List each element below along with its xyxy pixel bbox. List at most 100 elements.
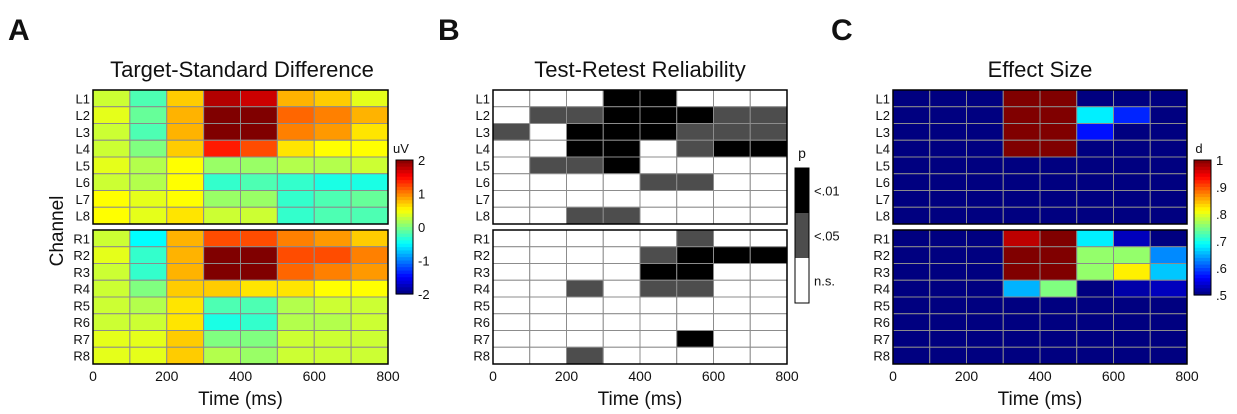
colorbar-segment (396, 290, 413, 295)
heatmap-cell (166, 346, 205, 365)
heatmap-frame (492, 89, 788, 225)
colorbar-segment (396, 270, 413, 275)
row-label: L5 (876, 158, 890, 173)
heatmap-cell (892, 330, 931, 348)
heatmap-cell (713, 346, 751, 365)
heatmap-cell (892, 139, 931, 158)
heatmap-cell (529, 206, 567, 225)
heatmap-cell (929, 173, 967, 191)
colorbar-segment (1194, 220, 1211, 225)
heatmap-cell (166, 279, 205, 298)
heatmap-cell (566, 346, 604, 365)
heatmap-cell (166, 123, 205, 141)
heatmap-cell (166, 313, 205, 331)
colorbar-segment (396, 273, 413, 278)
heatmap-cell (129, 263, 168, 281)
heatmap-cell (966, 330, 1004, 348)
heatmap-cell (1002, 173, 1041, 191)
row-label: L2 (876, 108, 890, 123)
heatmap-cell (713, 173, 751, 191)
heatmap-cell (129, 123, 168, 141)
colorbar-segment (396, 230, 413, 235)
colorbar-segment (396, 180, 413, 185)
row-label: R8 (473, 349, 490, 364)
heatmap-cell (529, 89, 567, 108)
heatmap-cell (676, 229, 714, 248)
heatmap-cell (240, 89, 278, 108)
colorbar-segment (1194, 244, 1211, 249)
heatmap-cell (566, 139, 604, 158)
heatmap-cell (639, 263, 678, 281)
colorbar-segment (396, 260, 413, 265)
heatmap-cell (1039, 263, 1078, 281)
colorbar-segment (1194, 183, 1211, 188)
heatmap-cell (1039, 139, 1078, 158)
heatmap-cell (240, 229, 278, 248)
colorbar-segment (1194, 180, 1211, 185)
colorbar-segment (1194, 207, 1211, 212)
heatmap-cell (929, 89, 967, 108)
heatmap-cell (966, 89, 1004, 108)
colorbar-frame (794, 167, 810, 304)
row-label: L8 (476, 209, 490, 224)
colorbar-segment (1194, 251, 1211, 256)
heatmap-cell (602, 263, 641, 281)
heatmap-cell (92, 123, 131, 141)
heatmap-cell (639, 139, 678, 158)
colorbar-segment (1194, 173, 1211, 178)
heatmap-cell (929, 123, 967, 141)
heatmap-cell (1002, 313, 1041, 331)
heatmap-cell (1002, 89, 1041, 108)
heatmap-cell (1149, 229, 1188, 248)
heatmap-cell (676, 156, 714, 175)
heatmap-cell (929, 330, 967, 348)
heatmap-cell (1149, 313, 1188, 331)
panel-1: Target-Standard Difference Time (ms) L1 L2 L… (73, 57, 429, 410)
row-label: R4 (73, 282, 90, 297)
heatmap-cell (529, 296, 567, 315)
heatmap-cell (713, 89, 751, 108)
heatmap-cell (92, 330, 131, 348)
colorbar-segment (396, 267, 413, 272)
colorbar-tick-label: -1 (418, 254, 430, 269)
heatmap-cell (276, 173, 315, 191)
heatmap-cell (602, 206, 641, 225)
heatmap-cell (713, 206, 751, 225)
row-label: R3 (473, 265, 490, 280)
heatmap-cell (713, 313, 751, 331)
row-label: R2 (873, 248, 890, 263)
colorbar-segment (396, 190, 413, 195)
heatmap-cell (1002, 156, 1041, 175)
heatmap-cell (1113, 139, 1151, 158)
heatmap-cell (240, 123, 278, 141)
panel-letter-a: A (8, 14, 30, 47)
colorbar-segment (396, 253, 413, 258)
row-label: L3 (476, 125, 490, 140)
heatmap-cell (1149, 173, 1188, 191)
heatmap-cell (676, 123, 714, 141)
heatmap-cell (602, 139, 641, 158)
colorbar-segment (1194, 217, 1211, 222)
row-label: R3 (73, 265, 90, 280)
heatmap-cell (92, 246, 131, 264)
heatmap-cell (749, 156, 788, 175)
row-label: L4 (476, 142, 490, 157)
heatmap-cell (203, 330, 241, 348)
heatmap-cell (566, 296, 604, 315)
heatmap-cell (1039, 156, 1078, 175)
heatmap-cell (1149, 279, 1188, 298)
colorbar-segment (396, 196, 413, 201)
heatmap-cell (166, 263, 205, 281)
heatmap-cell (276, 263, 315, 281)
heatmap-cell (676, 279, 714, 298)
heatmap-cell (529, 229, 567, 248)
heatmap-cell (1113, 106, 1151, 124)
heatmap-cell (166, 139, 205, 158)
heatmap-cell (639, 229, 678, 248)
heatmap-cell (240, 206, 278, 225)
heatmap-cell (929, 206, 967, 225)
heatmap-cell (492, 246, 531, 264)
colorbar-tick-label: .9 (1216, 180, 1227, 195)
heatmap-cell (492, 346, 531, 365)
heatmap-cell (350, 279, 389, 298)
